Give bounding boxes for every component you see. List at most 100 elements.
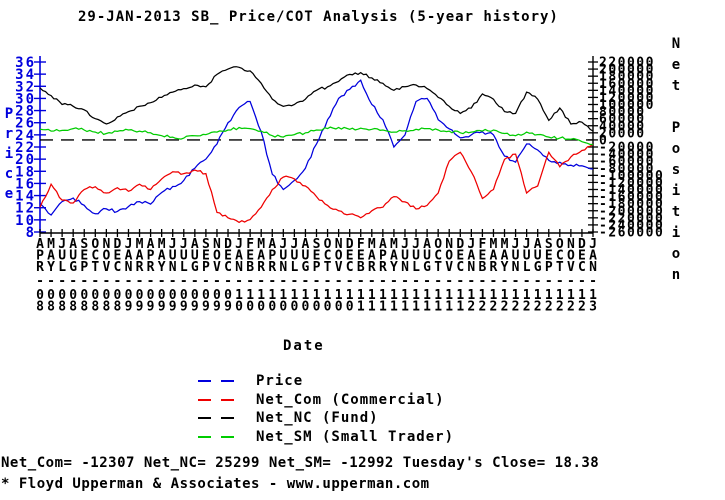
svg-text:-: - bbox=[313, 274, 321, 289]
svg-text:8: 8 bbox=[91, 300, 99, 315]
svg-text:J: J bbox=[180, 237, 188, 252]
svg-text:U: U bbox=[423, 249, 431, 264]
svg-text:Y: Y bbox=[47, 260, 55, 275]
svg-text:20000: 20000 bbox=[599, 126, 646, 141]
svg-text:N: N bbox=[169, 260, 177, 275]
svg-text:80000: 80000 bbox=[599, 105, 646, 120]
svg-text:1: 1 bbox=[324, 288, 332, 303]
svg-text:0: 0 bbox=[102, 288, 110, 303]
svg-text:160000: 160000 bbox=[599, 77, 655, 92]
svg-text:0: 0 bbox=[246, 300, 254, 315]
svg-text:1: 1 bbox=[379, 300, 387, 315]
svg-text:220000: 220000 bbox=[599, 56, 655, 71]
legend-row-net-nc: Net_NC (Fund) bbox=[198, 409, 454, 428]
svg-text:S: S bbox=[545, 237, 553, 252]
svg-text:-: - bbox=[456, 274, 464, 289]
svg-text:A: A bbox=[136, 249, 144, 264]
series-line-net_sm bbox=[39, 126, 593, 146]
svg-text:M: M bbox=[47, 237, 55, 252]
svg-text:E: E bbox=[478, 249, 486, 264]
svg-text:C: C bbox=[114, 260, 122, 275]
svg-text:-100000: -100000 bbox=[599, 169, 664, 184]
svg-text:8: 8 bbox=[36, 300, 44, 315]
svg-text:10: 10 bbox=[15, 213, 36, 229]
svg-text:1: 1 bbox=[401, 300, 409, 315]
svg-text:J: J bbox=[290, 237, 298, 252]
svg-text:P: P bbox=[268, 249, 276, 264]
svg-text:A: A bbox=[36, 237, 44, 252]
series-line-net_com bbox=[39, 143, 594, 224]
svg-text:-: - bbox=[58, 274, 66, 289]
svg-text:8: 8 bbox=[80, 300, 88, 315]
svg-text:G: G bbox=[302, 260, 310, 275]
svg-text:8: 8 bbox=[26, 225, 36, 241]
svg-text:L: L bbox=[290, 260, 298, 275]
svg-text:2: 2 bbox=[567, 300, 575, 315]
svg-text:9: 9 bbox=[202, 300, 210, 315]
svg-text:O: O bbox=[567, 249, 575, 264]
svg-text:-: - bbox=[346, 274, 354, 289]
legend-label-net-sm: Net_SM (Small Trader) bbox=[256, 428, 455, 445]
svg-text:A: A bbox=[467, 249, 475, 264]
svg-text:1: 1 bbox=[445, 288, 453, 303]
svg-text:G: G bbox=[191, 260, 199, 275]
svg-text:M: M bbox=[368, 237, 376, 252]
svg-text:C: C bbox=[91, 249, 99, 264]
svg-text:-: - bbox=[36, 274, 44, 289]
svg-text:A: A bbox=[235, 249, 243, 264]
svg-text:J: J bbox=[169, 237, 177, 252]
svg-text:0: 0 bbox=[36, 288, 44, 303]
svg-text:-: - bbox=[125, 274, 133, 289]
svg-text:-220000: -220000 bbox=[599, 211, 664, 226]
svg-text:8: 8 bbox=[58, 300, 66, 315]
svg-text:O: O bbox=[556, 237, 564, 252]
svg-text:M: M bbox=[390, 237, 398, 252]
svg-text:-120000: -120000 bbox=[599, 176, 664, 191]
chart-legend: Price Net_Com (Commercial) Net_NC (Fund)… bbox=[198, 372, 454, 446]
svg-text:U: U bbox=[169, 249, 177, 264]
svg-text:Y: Y bbox=[390, 260, 398, 275]
svg-text:-: - bbox=[578, 274, 586, 289]
svg-text:12: 12 bbox=[15, 201, 36, 217]
svg-text:1: 1 bbox=[257, 288, 265, 303]
svg-text:U: U bbox=[534, 249, 542, 264]
svg-text:32: 32 bbox=[15, 79, 36, 95]
svg-text:A: A bbox=[191, 237, 199, 252]
svg-text:-: - bbox=[158, 274, 166, 289]
svg-text:A: A bbox=[158, 249, 166, 264]
svg-text:30: 30 bbox=[15, 91, 36, 107]
svg-text:0: 0 bbox=[213, 288, 221, 303]
svg-text:-: - bbox=[490, 274, 498, 289]
net-sm-line-dash-icon bbox=[198, 435, 244, 438]
svg-text:-: - bbox=[169, 274, 177, 289]
svg-text:-160000: -160000 bbox=[599, 190, 664, 205]
svg-text:J: J bbox=[412, 237, 420, 252]
svg-text:-: - bbox=[268, 274, 276, 289]
svg-text:P: P bbox=[202, 260, 210, 275]
svg-text:F: F bbox=[357, 237, 365, 252]
svg-text:1: 1 bbox=[412, 288, 420, 303]
svg-text:-: - bbox=[47, 274, 55, 289]
svg-text:-: - bbox=[523, 274, 531, 289]
svg-text:E: E bbox=[357, 249, 365, 264]
svg-text:-: - bbox=[302, 274, 310, 289]
svg-text:1: 1 bbox=[456, 288, 464, 303]
svg-text:V: V bbox=[445, 260, 453, 275]
svg-text:B: B bbox=[246, 260, 254, 275]
svg-text:R: R bbox=[490, 260, 498, 275]
svg-text:1: 1 bbox=[268, 288, 276, 303]
svg-text:-: - bbox=[290, 274, 298, 289]
credit-line: * Floyd Upperman & Associates - www.uppe… bbox=[1, 476, 430, 492]
svg-text:200000: 200000 bbox=[599, 63, 655, 78]
svg-text:2: 2 bbox=[490, 300, 498, 315]
svg-text:E: E bbox=[246, 249, 254, 264]
legend-row-price: Price bbox=[198, 372, 454, 391]
svg-text:N: N bbox=[335, 237, 343, 252]
svg-text:0: 0 bbox=[191, 288, 199, 303]
svg-text:J: J bbox=[589, 237, 597, 252]
svg-text:A: A bbox=[47, 249, 55, 264]
svg-text:C: C bbox=[434, 249, 442, 264]
svg-text:R: R bbox=[268, 260, 276, 275]
svg-text:C: C bbox=[556, 249, 564, 264]
